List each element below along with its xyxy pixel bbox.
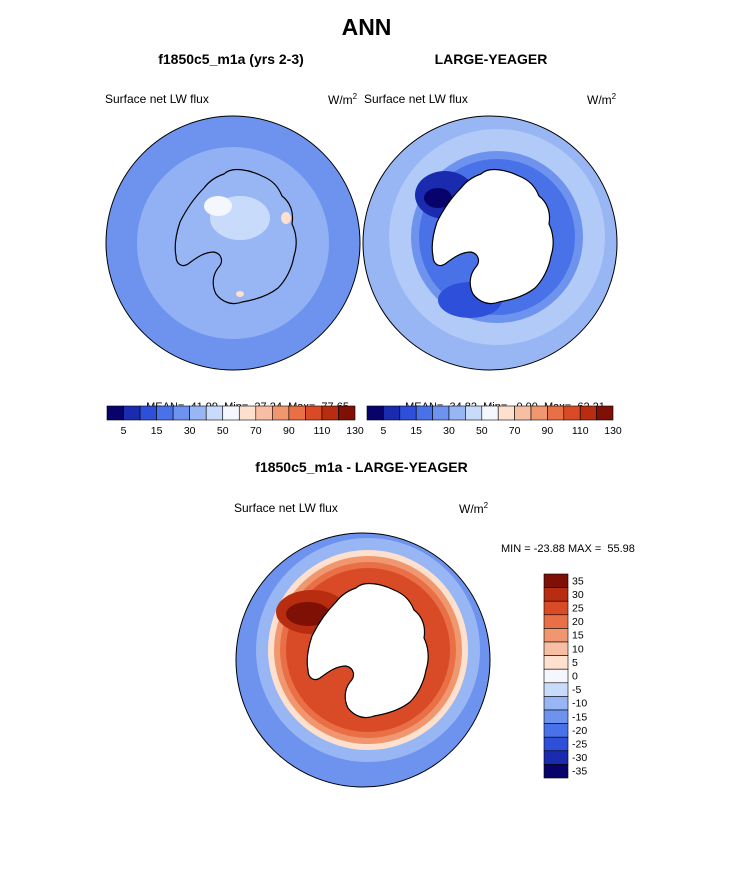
diff-colorbar-tick-label: -15	[572, 711, 587, 723]
diff-colorbar-tick-label: -25	[572, 739, 587, 751]
diff-colorbar-swatch-7	[543, 668, 569, 684]
diff-colorbar-swatch-4	[543, 628, 569, 643]
left-colorbar-tick-label: 5	[121, 425, 127, 437]
left-colorbar-tick-label: 110	[314, 425, 331, 437]
diff-colorbar-swatch-8	[543, 682, 569, 697]
diff-colorbar-swatch-6	[543, 655, 569, 670]
diff-colorbar-tick-label: -30	[572, 752, 587, 764]
right-colorbar-swatch-10	[530, 405, 548, 421]
left-colorbar: 5 15 30 50 70 90 110 130	[106, 405, 364, 437]
left-colorbar-tick-label: 130	[346, 425, 364, 437]
diff-colorbar-swatch-9	[543, 696, 569, 711]
left-colorbar-swatch-0	[106, 405, 124, 421]
left-colorbar-swatch-13	[321, 405, 339, 421]
left-variable-label: Surface net LW flux	[105, 92, 209, 106]
left-colorbar-swatch-10	[272, 405, 290, 421]
right-polar-map	[362, 115, 618, 371]
left-colorbar-swatch-6	[205, 405, 224, 421]
left-colorbar-swatch-12	[305, 405, 323, 421]
diff-minmax: MIN = -23.88 MAX = 55.98	[501, 543, 635, 555]
diff-colorbar-swatch-2	[543, 600, 569, 616]
right-colorbar-swatch-1	[383, 405, 401, 421]
left-colorbar-swatch-4	[172, 405, 190, 421]
left-colorbar-tick-label: 70	[250, 425, 262, 437]
diff-units-label: W/m2	[459, 501, 489, 516]
right-variable-label: Surface net LW flux	[364, 92, 468, 106]
left-colorbar-swatch-11	[288, 405, 306, 421]
left-colorbar-tick-label: 15	[151, 425, 163, 437]
left-colorbar-swatch-1	[123, 405, 141, 421]
right-colorbar-swatch-2	[399, 405, 417, 421]
diff-colorbar-tick-label: 10	[572, 643, 584, 655]
left-colorbar-swatch-2	[139, 405, 157, 421]
right-colorbar-swatch-0	[366, 405, 384, 421]
right-colorbar-tick-label: 90	[542, 425, 554, 437]
right-colorbar-tick-label: 30	[443, 425, 455, 437]
right-case-title: LARGE-YEAGER	[434, 51, 548, 67]
diff-colorbar-swatch-3	[543, 614, 569, 629]
right-colorbar-swatch-3	[415, 405, 433, 421]
diff-colorbar-tick-label: 0	[572, 671, 578, 683]
left-units-label: W/m2	[328, 92, 358, 107]
left-colorbar-swatch-9	[255, 405, 273, 421]
right-colorbar-swatch-5	[448, 405, 466, 421]
left-colorbar-tick-label: 90	[283, 425, 295, 437]
right-colorbar-tick-label: 70	[509, 425, 521, 437]
right-colorbar-swatch-11	[547, 405, 565, 421]
diff-colorbar-swatch-5	[543, 641, 569, 656]
left-case-title: f1850c5_m1a (yrs 2-3)	[158, 51, 304, 67]
diff-colorbar-swatch-0	[543, 573, 569, 588]
right-colorbar-swatch-7	[481, 405, 499, 421]
diff-colorbar-swatch-13	[543, 750, 569, 765]
diff-variable-label: Surface net LW flux	[234, 501, 338, 515]
right-units-label: W/m2	[587, 92, 617, 107]
diff-colorbar-tick-label: -35	[572, 766, 587, 778]
right-colorbar-swatch-9	[514, 405, 532, 421]
right-colorbar-tick-label: 15	[410, 425, 422, 437]
diff-colorbar-swatch-14	[543, 764, 569, 779]
diff-colorbar-swatch-1	[543, 587, 569, 602]
diff-polar-map	[235, 532, 491, 788]
diff-colorbar-tick-label: -10	[572, 698, 587, 710]
diff-colorbar-tick-label: -5	[572, 684, 581, 696]
left-colorbar-swatch-7	[222, 405, 240, 421]
left-colorbar-tick-label: 50	[217, 425, 229, 437]
right-colorbar-swatch-8	[497, 405, 515, 421]
right-colorbar-swatch-14	[596, 405, 614, 421]
left-colorbar-swatch-8	[238, 405, 257, 421]
diff-colorbar-tick-label: 5	[572, 657, 578, 669]
diff-colorbar-swatch-10	[543, 709, 569, 724]
diff-colorbar-tick-label: 25	[572, 603, 584, 615]
right-colorbar: 5 15 30 50 70 90 110 130	[366, 405, 622, 437]
diff-colorbar-tick-label: 30	[572, 589, 584, 601]
right-colorbar-swatch-12	[563, 405, 581, 421]
left-colorbar-tick-label: 30	[184, 425, 196, 437]
diff-colorbar-tick-label: -20	[572, 725, 587, 737]
diff-colorbar-tick-label: 20	[572, 616, 584, 628]
right-colorbar-tick-label: 5	[380, 425, 386, 437]
diff-case-title: f1850c5_m1a - LARGE-YEAGER	[255, 459, 468, 475]
left-polar-map	[105, 115, 361, 371]
diff-colorbar-tick-label: 35	[572, 575, 584, 587]
right-colorbar-swatch-13	[579, 405, 597, 421]
left-colorbar-swatch-3	[156, 405, 174, 421]
right-colorbar-tick-label: 110	[572, 425, 589, 437]
diff-colorbar-swatch-11	[543, 723, 569, 738]
diff-colorbar-tick-label: 15	[572, 630, 584, 642]
right-colorbar-tick-label: 130	[604, 425, 622, 437]
left-colorbar-swatch-14	[338, 405, 356, 421]
diff-colorbar-swatch-12	[543, 736, 569, 752]
right-colorbar-tick-label: 50	[476, 425, 488, 437]
right-colorbar-swatch-4	[432, 405, 450, 421]
right-colorbar-swatch-6	[465, 405, 483, 421]
main-title: ANN	[341, 14, 392, 40]
left-colorbar-swatch-5	[189, 405, 207, 421]
